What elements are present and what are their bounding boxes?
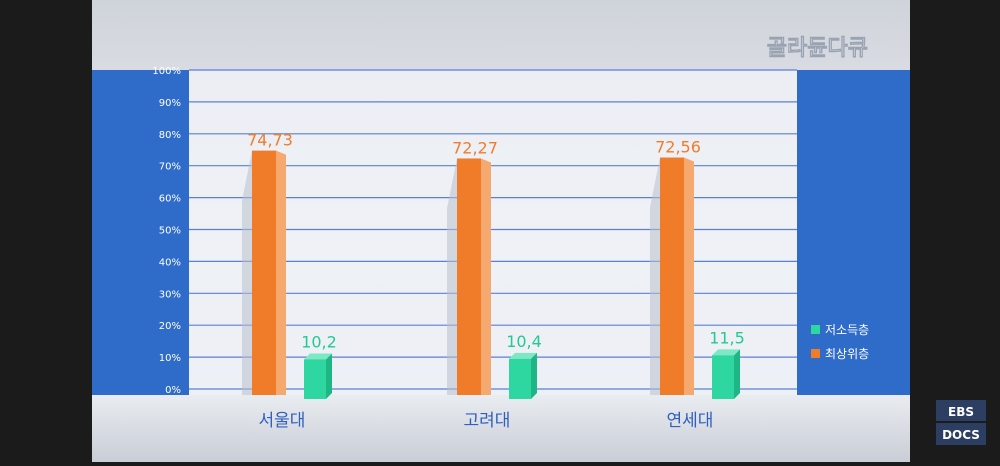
bar-side	[684, 157, 694, 395]
channel-logo-top: EBS	[948, 405, 974, 419]
y-tick-label: 90%	[159, 98, 181, 109]
bar-side	[531, 352, 537, 399]
y-tick-label: 0%	[165, 385, 181, 396]
data-label: 72,27	[452, 138, 498, 157]
y-tick-label: 60%	[159, 194, 181, 205]
bar-top	[509, 352, 537, 359]
bar-최상위층	[252, 150, 276, 395]
category-label: 고려대	[464, 411, 511, 431]
y-axis-ticks: 0% 10% 20% 30% 40% 50% 60% 70% 80% 90% 100%	[152, 66, 181, 396]
channel-logo: EBS DOCS	[936, 400, 986, 445]
chart-plot-area	[189, 70, 797, 395]
bar-shadow	[650, 157, 660, 395]
bar-저소득층	[712, 355, 734, 399]
bar-저소득층	[509, 358, 531, 399]
y-tick-label: 100%	[152, 66, 181, 77]
bar-side	[276, 150, 286, 395]
bar-저소득층	[304, 359, 326, 399]
bar-shadow	[242, 150, 252, 395]
data-labels: 74,73 10,2 72,27 10,4 72,56 11,5	[247, 131, 745, 352]
data-label: 11,5	[709, 328, 745, 347]
y-tick-label: 40%	[159, 257, 181, 268]
category-labels: 서울대 고려대 연세대	[259, 411, 714, 431]
legend-swatch	[811, 325, 820, 334]
category-label: 서울대	[259, 411, 306, 431]
y-tick-label: 20%	[159, 321, 181, 332]
legend-label: 최상위층	[825, 347, 869, 361]
data-label: 74,73	[247, 131, 293, 150]
data-label: 10,4	[506, 332, 542, 351]
bar-top	[712, 349, 740, 356]
category-label: 연세대	[667, 411, 714, 431]
bar-shadow	[447, 158, 457, 395]
legend-swatch	[811, 349, 820, 358]
bar-side	[734, 349, 740, 399]
y-tick-label: 10%	[159, 353, 181, 364]
grid-lines	[189, 69, 797, 390]
bar-shadows	[242, 150, 660, 395]
bar-side	[481, 158, 491, 395]
bar-side	[326, 353, 332, 399]
y-tick-label: 30%	[159, 289, 181, 300]
y-tick-label: 50%	[159, 226, 181, 237]
data-label: 10,2	[301, 332, 337, 351]
data-label: 72,56	[655, 138, 701, 157]
channel-logo-bottom: DOCS	[942, 428, 980, 442]
studio-floor	[92, 395, 910, 462]
program-logo: 골라듄다큐	[767, 36, 868, 61]
bar-최상위층	[660, 157, 684, 395]
chart-panel-left	[92, 70, 189, 395]
bar-최상위층	[457, 158, 481, 395]
chart-panel-right	[797, 70, 910, 395]
y-tick-label: 70%	[159, 162, 181, 173]
y-tick-label: 80%	[159, 130, 181, 141]
bar-top	[304, 353, 332, 360]
bars	[252, 150, 740, 399]
legend-label: 저소득층	[825, 323, 869, 337]
